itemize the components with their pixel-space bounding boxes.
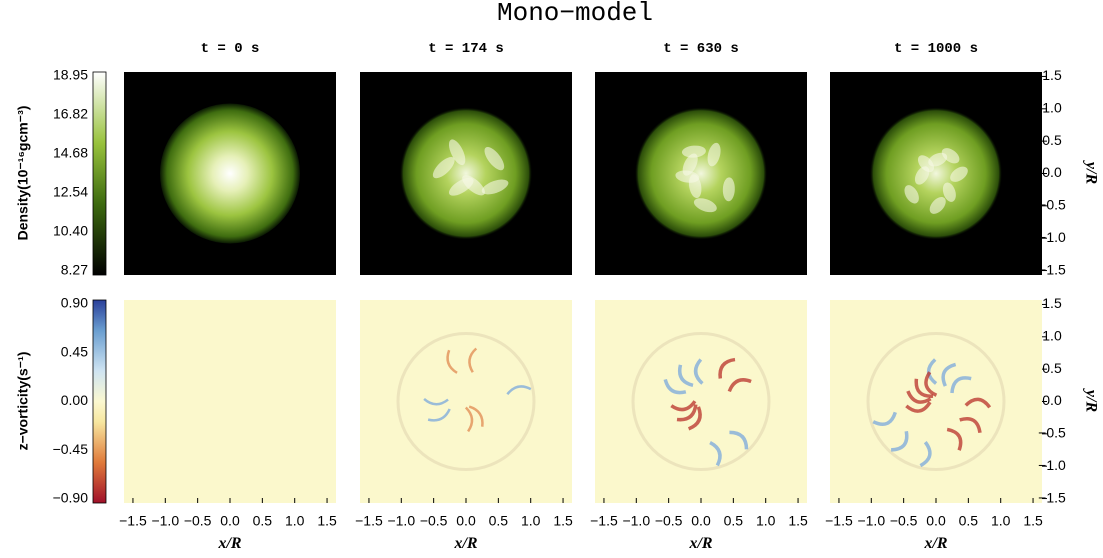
y-tick-label: 0.0 (1042, 164, 1062, 180)
x-tick-label: −0.5 (655, 513, 683, 529)
x-tick-label: −1.0 (622, 513, 650, 529)
x-axis-label: x/R (217, 535, 241, 552)
x-tick-label: −1.0 (387, 513, 415, 529)
y-tick-label: 1.5 (1042, 67, 1062, 83)
x-tick-label: −0.5 (890, 513, 918, 529)
density-colorbar (93, 72, 106, 275)
density-blob (870, 108, 1002, 240)
x-tick-label: 0.5 (959, 513, 979, 529)
x-tick-label: −1.0 (151, 513, 179, 529)
density-blob (160, 104, 300, 244)
x-tick-label: 0.0 (926, 513, 946, 529)
x-tick-label: −1.5 (355, 513, 383, 529)
y-tick-label: −1.5 (1038, 489, 1066, 505)
y-tick-label: 0.5 (1042, 360, 1062, 376)
x-tick-label: −0.5 (184, 513, 212, 529)
x-tick-label: 1.0 (285, 513, 305, 529)
y-tick-label: 1.0 (1042, 100, 1062, 116)
density-label: Density(10⁻¹⁶gcm⁻³) (15, 106, 31, 241)
y-axis-label: y/R (1082, 388, 1099, 413)
y-tick-label: 1.0 (1042, 328, 1062, 344)
x-tick-label: 0.0 (691, 513, 711, 529)
colorbar-tick-label: 14.68 (53, 145, 88, 161)
x-tick-label: −0.5 (420, 513, 448, 529)
x-tick-label: 1.0 (756, 513, 776, 529)
y-tick-label: −1.0 (1038, 229, 1066, 245)
x-axis-label: x/R (923, 535, 947, 552)
figure: Mono−model Density(10⁻¹⁶gcm⁻³) z−vortici… (0, 0, 1103, 558)
x-tick-label: 0.5 (489, 513, 509, 529)
x-tick-label: 1.0 (521, 513, 541, 529)
vorticity-panel (595, 300, 807, 503)
x-tick-label: 0.0 (220, 513, 240, 529)
x-tick-label: 0.5 (253, 513, 273, 529)
colorbar-tick-label: −0.45 (53, 441, 89, 457)
density-blob (400, 108, 532, 240)
panel-title: t = 174 s (428, 41, 504, 57)
vorticity-colorbar (93, 300, 106, 503)
x-tick-label: −1.5 (825, 513, 853, 529)
x-axis-label: x/R (688, 535, 712, 552)
figure-title: Mono−model (497, 0, 653, 28)
y-tick-label: −1.0 (1038, 457, 1066, 473)
x-tick-label: −1.5 (590, 513, 618, 529)
x-tick-label: −1.0 (857, 513, 885, 529)
colorbar-tick-label: 0.45 (61, 343, 88, 359)
colorbar-tick-label: 0.90 (61, 295, 88, 311)
vorticity-panel (360, 300, 572, 503)
x-tick-label: 0.0 (456, 513, 476, 529)
x-tick-label: 0.5 (724, 513, 744, 529)
x-axis-label: x/R (453, 535, 477, 552)
colorbar-tick-label: 16.82 (53, 106, 88, 122)
colorbar-tick-label: 8.27 (61, 262, 88, 278)
vorticity-panel (830, 300, 1042, 503)
panel-title: t = 1000 s (894, 41, 978, 57)
y-tick-label: 0.0 (1042, 392, 1062, 408)
panel-title: t = 630 s (663, 41, 739, 57)
colorbar-tick-label: 0.00 (61, 392, 88, 408)
y-axis-label: y/R (1082, 160, 1099, 185)
y-tick-label: 0.5 (1042, 132, 1062, 148)
x-tick-label: 1.0 (991, 513, 1011, 529)
y-tick-label: −0.5 (1038, 425, 1066, 441)
colorbar-tick-label: 10.40 (53, 223, 88, 239)
density-blob (635, 108, 767, 240)
vorticity-label: z−vorticity(s⁻¹) (15, 352, 31, 451)
vorticity-panel (124, 300, 336, 503)
y-tick-label: −0.5 (1038, 197, 1066, 213)
x-tick-label: −1.5 (119, 513, 147, 529)
colorbar-tick-label: 12.54 (53, 184, 88, 200)
x-tick-label: 1.5 (788, 513, 808, 529)
colorbar-tick-label: 18.95 (53, 67, 88, 83)
x-tick-label: 1.5 (317, 513, 337, 529)
y-tick-label: −1.5 (1038, 261, 1066, 277)
x-tick-label: 1.5 (553, 513, 573, 529)
panel-title: t = 0 s (201, 41, 260, 57)
y-tick-label: 1.5 (1042, 295, 1062, 311)
x-tick-label: 1.5 (1023, 513, 1043, 529)
colorbar-tick-label: −0.90 (53, 490, 89, 506)
